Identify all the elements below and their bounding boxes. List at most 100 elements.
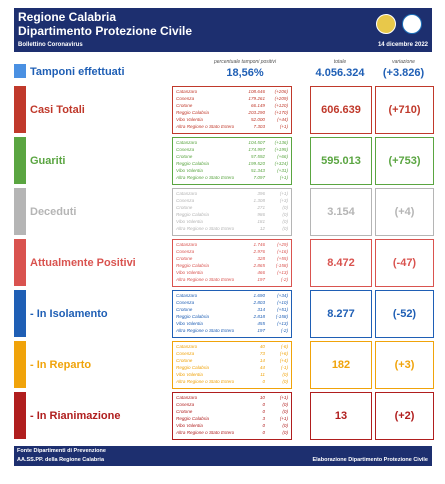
province-row: Catanzaro 1.690 (+34)	[173, 292, 291, 299]
province-value: 179.261	[248, 96, 265, 101]
change: (+3.826)	[382, 67, 425, 79]
province-box: Catanzaro 1.690 (+34) Cosenza 2.803 (+10) Crot…	[172, 290, 292, 338]
province-change: (-158)	[275, 263, 288, 268]
province-value: 174.997	[248, 147, 265, 152]
province-row: Reggio Calabria 2.818 (-158)	[173, 313, 291, 320]
province-value: 396	[257, 191, 265, 196]
province-value: 0	[262, 430, 265, 435]
province-name: Vibo Valentia	[176, 270, 203, 275]
province-change: (+4)	[279, 358, 288, 363]
section-total: 606.639	[310, 86, 372, 134]
province-value: 203.290	[248, 110, 265, 115]
province-value: 199.520	[248, 161, 265, 166]
province-row: Crotone 14 (+4)	[173, 357, 291, 364]
province-name: Catanzaro	[176, 344, 198, 349]
province-value: 73	[259, 351, 265, 356]
province-name: Cosenza	[176, 198, 195, 203]
province-change: (+6)	[279, 351, 288, 356]
title: Regione Calabria	[18, 10, 117, 24]
subtitle: Dipartimento Protezione Civile	[18, 24, 193, 38]
tamponi-bar	[14, 64, 26, 78]
province-row: Altra Regione o Stato Estero 197 (-2)	[173, 327, 291, 334]
section-change: (+753)	[375, 137, 434, 185]
province-row: Cosenza 179.261 (+209)	[173, 95, 291, 102]
section-total: 8.277	[310, 290, 372, 338]
province-value: 104.507	[248, 140, 265, 145]
province-change: (+13)	[277, 270, 288, 275]
province-row: Altra Regione o Stato Estero 7.303 (+1)	[173, 123, 291, 130]
section-label: - In Rianimazione	[30, 410, 121, 422]
section-change: (-52)	[375, 290, 434, 338]
date: 14 dicembre 2022	[377, 42, 428, 48]
province-row: Catanzaro 104.507 (+136)	[173, 139, 291, 146]
province-change: (+209)	[274, 96, 288, 101]
province-row: Reggio Calabria 2.865 (-158)	[173, 262, 291, 269]
province-change: (+13)	[277, 321, 288, 326]
province-row: Altra Regione o Stato Estero 0 (0)	[173, 378, 291, 385]
province-change: (+195)	[274, 147, 288, 152]
province-value: 314	[257, 307, 265, 312]
province-change: (0)	[282, 219, 288, 224]
province-change: (0)	[282, 423, 288, 428]
section-label: Deceduti	[30, 206, 77, 218]
province-change: (+3)	[279, 198, 288, 203]
province-value: 271	[257, 205, 265, 210]
logo	[376, 14, 396, 34]
province-name: Crotone	[176, 103, 193, 108]
province-value: 51.343	[250, 168, 265, 173]
province-change: (+324)	[274, 161, 288, 166]
province-box: Catanzaro 396 (+1) Cosenza 1.308 (+3) Crotone 2…	[172, 188, 292, 236]
section-label: Attualmente Positivi	[30, 257, 136, 269]
province-change: (+1)	[279, 416, 288, 421]
province-change: (-2)	[280, 277, 288, 282]
province-name: Reggio Calabria	[176, 110, 209, 115]
section-label: - In Reparto	[30, 359, 92, 371]
tamponi-label: Tamponi effettuati	[30, 66, 125, 78]
province-name: Reggio Calabria	[176, 314, 209, 319]
province-row: Vibo Valentia 181 (0)	[173, 218, 291, 225]
province-change: (-2)	[280, 328, 288, 333]
province-name: Altra Regione o Stato Estero	[176, 379, 235, 384]
province-change: (0)	[282, 372, 288, 377]
section-label: - In Isolamento	[30, 308, 108, 320]
footer: Fonte Dipartimenti di Prevenzione AA.SS.…	[14, 446, 432, 466]
province-value: 2.865	[253, 263, 266, 268]
province-name: Altra Regione o Stato Estero	[176, 430, 235, 435]
province-row: Reggio Calabria 199.520 (+324)	[173, 160, 291, 167]
province-row: Reggio Calabria 986 (0)	[173, 211, 291, 218]
province-change: (+34)	[277, 293, 288, 298]
province-name: Crotone	[176, 256, 193, 261]
province-value: 14	[259, 358, 265, 363]
province-value: 0	[262, 402, 265, 407]
province-name: Altra Regione o Stato Estero	[176, 277, 235, 282]
province-name: Vibo Valentia	[176, 219, 203, 224]
province-row: Crotone 66.149 (+120)	[173, 102, 291, 109]
section-total: 3.154	[310, 188, 372, 236]
header: Regione Calabria Dipartimento Protezione…	[14, 8, 432, 52]
province-name: Catanzaro	[176, 140, 198, 145]
province-name: Reggio Calabria	[176, 263, 209, 268]
province-change: (+66)	[277, 154, 288, 159]
section-total: 595.013	[310, 137, 372, 185]
section-label: Casi Totali	[30, 104, 85, 116]
section-change: (-47)	[375, 239, 434, 287]
province-row: Catanzaro 1.746 (+29)	[173, 241, 291, 248]
province-change: (+1)	[279, 175, 288, 180]
province-name: Altra Regione o Stato Estero	[176, 226, 235, 231]
province-box: Catanzaro 1.746 (+29) Cosenza 2.976 (+16) Crot…	[172, 239, 292, 287]
province-value: 52.000	[250, 117, 265, 122]
source: Fonte Dipartimenti di Prevenzione	[17, 448, 106, 454]
province-name: Reggio Calabria	[176, 365, 209, 370]
province-value: 10	[259, 395, 265, 400]
province-change: (+44)	[277, 117, 288, 122]
province-name: Vibo Valentia	[176, 168, 203, 173]
province-row: Catanzaro 108.646 (+206)	[173, 88, 291, 95]
province-change: (+10)	[277, 300, 288, 305]
province-value: 1.690	[253, 293, 266, 298]
province-value: 108.646	[248, 89, 265, 94]
province-value: 11	[260, 372, 265, 377]
province-row: Vibo Valentia 0 (0)	[173, 422, 291, 429]
section-total: 13	[310, 392, 372, 440]
province-change: (+1)	[279, 191, 288, 196]
province-change: (0)	[282, 226, 288, 231]
